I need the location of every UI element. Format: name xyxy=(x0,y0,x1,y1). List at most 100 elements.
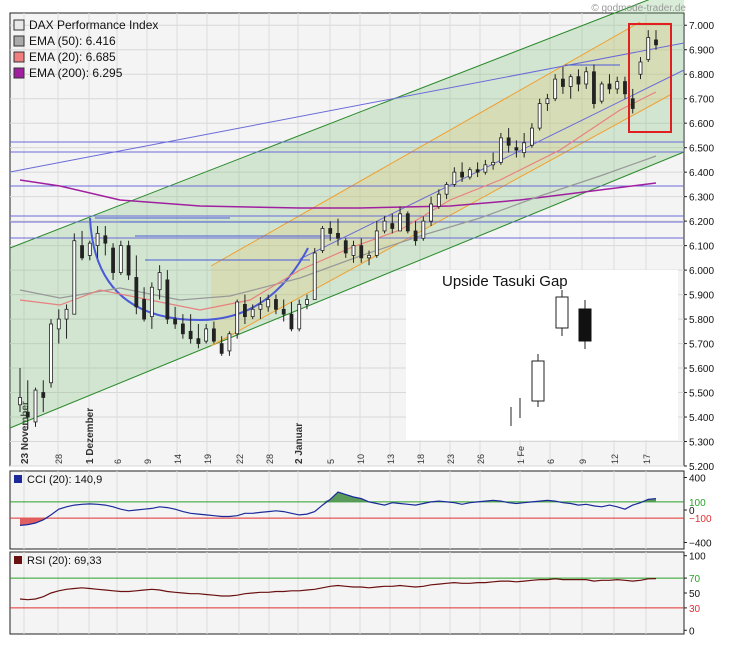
candle-body xyxy=(142,299,146,320)
price-tick-label: 6.300 xyxy=(689,193,714,204)
cci-title: CCI (20): 140,9 xyxy=(27,474,102,486)
x-tick-label: 6 xyxy=(113,459,123,464)
price-tick-label: 5.200 xyxy=(689,462,714,473)
pattern-annotation: Upside Tasuki Gap xyxy=(442,273,568,290)
price-tick-label: 6.700 xyxy=(689,95,714,106)
candle-body xyxy=(41,392,46,398)
candle-body xyxy=(522,142,527,153)
candle-body xyxy=(227,333,232,352)
x-tick-label: 19 xyxy=(203,454,213,464)
candle-body xyxy=(25,411,30,418)
candle-body xyxy=(49,323,53,384)
candle-body xyxy=(382,220,387,232)
x-tick-label: 12 xyxy=(610,454,620,464)
candle-body xyxy=(126,245,131,276)
candle-body xyxy=(18,397,22,406)
x-tick-label: 28 xyxy=(265,454,275,464)
candle-body xyxy=(654,39,658,46)
candle-body xyxy=(475,169,480,173)
candle-body xyxy=(134,277,139,308)
price-tick-label: 6.900 xyxy=(689,46,714,57)
x-tick-label: 13 xyxy=(386,454,396,464)
candle-body xyxy=(592,71,596,105)
candle-body xyxy=(274,299,278,310)
price-tick-label: 6.600 xyxy=(689,119,714,130)
candle-body xyxy=(491,161,496,166)
candle-body xyxy=(165,279,170,320)
x-tick-label: 26 xyxy=(476,454,486,464)
candle-body xyxy=(638,61,643,75)
rounding-bottom-arc xyxy=(89,217,309,322)
x-tick-label: 22 xyxy=(235,454,245,464)
candle-body xyxy=(180,323,185,335)
candle-body xyxy=(204,328,209,342)
candle-body xyxy=(351,245,356,256)
candle-body xyxy=(615,81,620,90)
candle-body xyxy=(429,203,433,222)
candle-body xyxy=(312,252,317,300)
candle-body xyxy=(498,137,503,163)
x-tick-label: 17 xyxy=(642,454,652,464)
price-tick-label: 6.100 xyxy=(689,242,714,253)
candle-body xyxy=(545,98,550,105)
candle-body xyxy=(584,71,589,85)
rsi-line xyxy=(19,578,657,601)
x-tick-label: 14 xyxy=(173,454,183,464)
legend-swatch xyxy=(13,67,25,79)
x-tick-label: 1 Fe xyxy=(516,446,526,464)
cci-line xyxy=(19,491,657,526)
x-tick-label: 6 xyxy=(546,459,556,464)
candle-body xyxy=(576,76,581,85)
price-tick-label: 5.700 xyxy=(689,340,714,351)
price-tick-label: 5.800 xyxy=(689,315,714,326)
candle-body xyxy=(390,223,395,229)
cci-tick-label: −400 xyxy=(689,539,712,550)
pattern-inset xyxy=(406,270,678,440)
rsi-swatch xyxy=(14,556,22,564)
x-tick-label: 9 xyxy=(143,459,153,464)
price-tick-label: 5.400 xyxy=(689,413,714,424)
legend-label: EMA (20): 6.685 xyxy=(29,50,116,64)
cci-tick-label: 0 xyxy=(689,506,695,517)
candle-body xyxy=(235,301,240,335)
candle-body xyxy=(118,245,123,273)
x-tick-label: 2 Januar xyxy=(294,423,305,464)
x-tick-label: 23 xyxy=(446,454,456,464)
x-tick-label: 5 xyxy=(326,459,336,464)
x-tick-label: 23 November xyxy=(20,401,31,464)
candle-body xyxy=(297,303,302,330)
candle-body xyxy=(243,303,247,318)
ema200-line xyxy=(19,179,657,209)
candle-body xyxy=(87,242,92,256)
cci-swatch xyxy=(14,475,22,483)
candle-body xyxy=(413,230,418,242)
candle-body xyxy=(266,299,271,308)
watermark: © godmode-trader.de xyxy=(591,3,686,14)
candle-body xyxy=(305,299,309,305)
candle-body xyxy=(250,308,255,318)
rsi-ref-label: 30 xyxy=(689,604,701,615)
cci-ref-label: −100 xyxy=(689,514,712,525)
candle-body xyxy=(289,313,294,330)
candle-body xyxy=(149,286,154,318)
highlight-box xyxy=(628,23,672,133)
candle-body xyxy=(328,228,333,234)
inner-channel-lower xyxy=(210,94,671,347)
rsi-ref-label: 70 xyxy=(689,574,701,585)
price-tick-label: 6.400 xyxy=(689,168,714,179)
candle-body xyxy=(607,83,612,90)
candle-body xyxy=(467,169,472,178)
candle-body xyxy=(561,78,565,87)
ema50-line xyxy=(19,155,657,301)
rsi-tick-label: 100 xyxy=(689,552,706,563)
price-tick-label: 6.200 xyxy=(689,217,714,228)
rsi-tick-label: 50 xyxy=(689,589,701,600)
inset-candle xyxy=(531,360,545,402)
candle-body xyxy=(530,127,534,146)
candle-body xyxy=(72,240,77,315)
candle-body xyxy=(630,98,635,109)
price-tick-label: 5.600 xyxy=(689,364,714,375)
candle-body xyxy=(374,230,379,256)
candle-body xyxy=(173,318,178,325)
legend-label: EMA (200): 6.295 xyxy=(29,66,123,80)
